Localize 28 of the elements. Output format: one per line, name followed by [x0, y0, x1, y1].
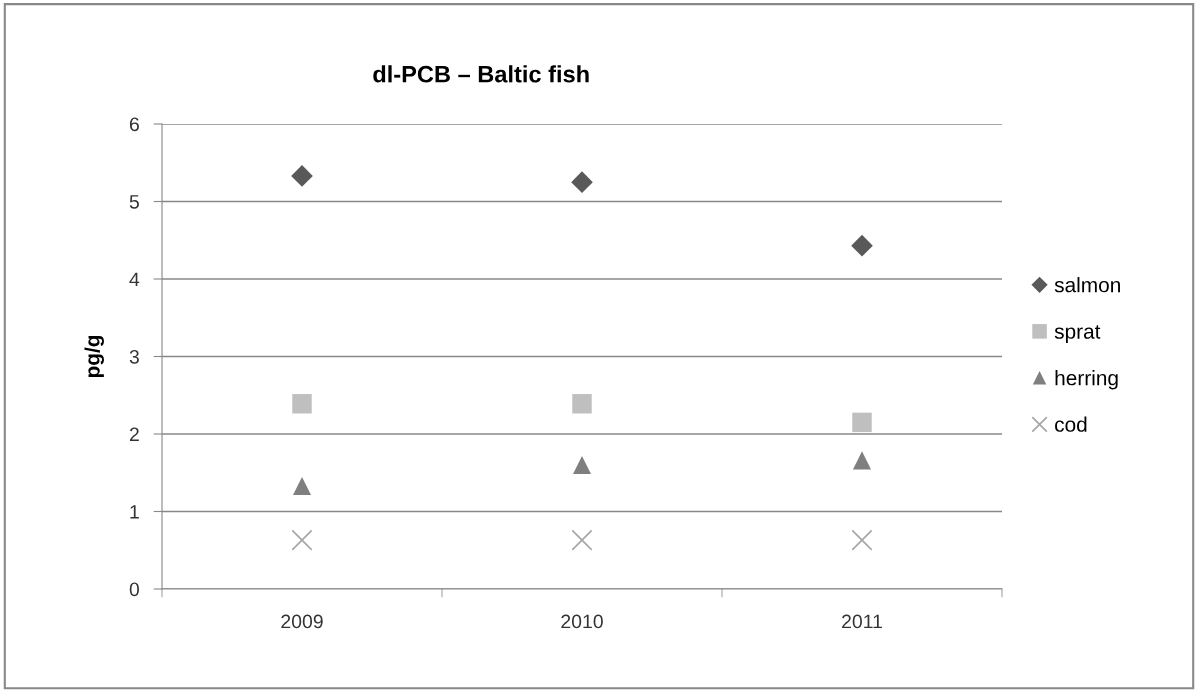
point: [852, 451, 872, 470]
point: [292, 476, 312, 495]
y-tick-label: 3: [129, 349, 139, 364]
legend-label: herring: [1055, 370, 1118, 390]
y-tick-label: 1: [130, 505, 139, 519]
point: [851, 234, 873, 257]
x-tick-label: 2010: [561, 614, 603, 629]
point: [572, 455, 592, 475]
point: [571, 529, 593, 551]
point: [292, 394, 312, 414]
point: [572, 394, 592, 414]
point: [851, 529, 873, 551]
y-tick-label: 6: [129, 117, 139, 132]
point: [291, 529, 313, 551]
y-tick-label: 2: [129, 427, 139, 442]
x-tick-label: 2009: [281, 614, 323, 629]
legend-label: cod: [1055, 416, 1087, 432]
legend-label: salmon: [1054, 277, 1120, 293]
point: [291, 165, 313, 187]
y-axis-title: pg/g: [84, 335, 104, 378]
y-tick-label: 5: [129, 195, 139, 209]
chart-title: dl-PCB – Baltic fish: [373, 65, 589, 83]
x-tick-label: 2011: [842, 614, 882, 629]
legend-label: sprat: [1054, 325, 1101, 343]
point: [571, 171, 593, 193]
y-tick-label: 4: [129, 272, 140, 287]
y-tick-label: 0: [129, 582, 140, 597]
point: [852, 412, 872, 433]
